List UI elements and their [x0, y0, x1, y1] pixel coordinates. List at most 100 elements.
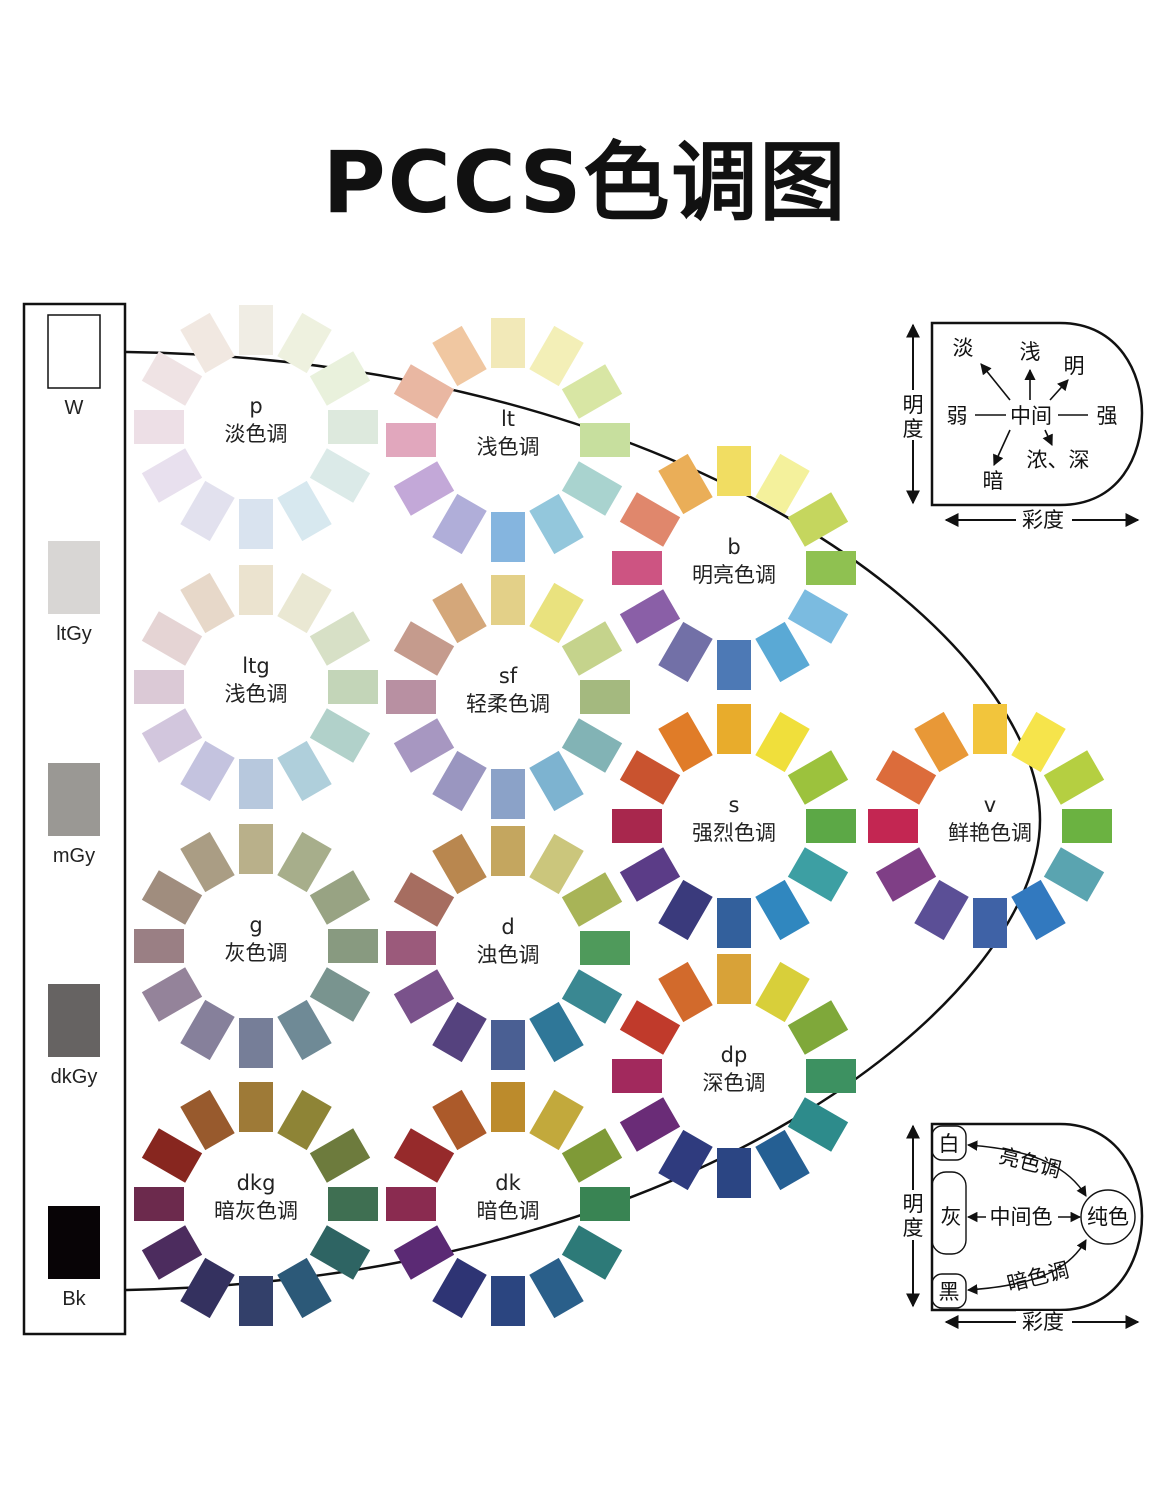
tone-code-label: dkg	[237, 1171, 276, 1195]
tone-swatch	[1043, 750, 1105, 805]
tone-swatch	[180, 831, 235, 893]
tone-swatch	[561, 1128, 623, 1183]
tone-swatch	[180, 740, 235, 802]
inset-top-axis-v-char1: 明	[903, 393, 924, 417]
tone-code-label: v	[984, 793, 996, 817]
tone-swatch	[529, 582, 584, 644]
tone-swatch	[328, 1187, 378, 1221]
tone-swatch	[787, 750, 849, 805]
inset-word-bright: 明	[1064, 354, 1085, 378]
tone-swatch	[868, 809, 918, 843]
tone-swatch	[973, 704, 1007, 754]
tone-swatch	[529, 493, 584, 555]
tone-swatch	[580, 423, 630, 457]
tone-swatch	[658, 711, 713, 773]
tone-swatch	[755, 711, 810, 773]
tone-swatch	[529, 325, 584, 387]
inset-bottom-axis-v-char2: 度	[903, 1216, 924, 1240]
tone-swatch	[180, 312, 235, 374]
tone-swatch	[612, 809, 662, 843]
tone-wheel-g: g 灰色调	[134, 824, 378, 1068]
tone-code-label: lt	[501, 407, 515, 431]
inset-word-pale: 淡	[953, 336, 974, 360]
tone-swatch	[973, 898, 1007, 948]
gray-swatch-label: dkGy	[51, 1066, 98, 1088]
inset-top-axis-h: 彩度	[1022, 508, 1064, 532]
tone-wheel-ltg: ltg 浅色调	[134, 565, 378, 809]
inset-word-middle: 中间	[1010, 404, 1052, 428]
gray-swatch-label: W	[65, 397, 84, 419]
tone-swatch	[239, 1276, 273, 1326]
tone-swatch	[432, 493, 487, 555]
tone-swatch	[277, 740, 332, 802]
gray-swatch-label: ltGy	[56, 623, 92, 645]
tone-swatch	[393, 969, 455, 1024]
tone-swatch	[561, 872, 623, 927]
inset-word-weak: 弱	[947, 404, 968, 428]
tone-swatch	[755, 453, 810, 515]
tone-code-label: ltg	[242, 654, 269, 678]
tone-swatch	[806, 809, 856, 843]
inset-word-dark: 暗	[983, 469, 1004, 493]
tone-swatch	[180, 1257, 235, 1319]
tone-swatch	[806, 551, 856, 585]
tone-wheel-v: v 鲜艳色调	[868, 704, 1112, 948]
tone-swatch	[277, 480, 332, 542]
tone-swatch	[141, 1225, 203, 1280]
gray-swatch-mgy	[48, 763, 100, 836]
tone-swatch	[612, 551, 662, 585]
tone-swatch	[239, 824, 273, 874]
tone-swatch	[580, 680, 630, 714]
tone-swatch	[1011, 711, 1066, 773]
tone-swatch	[755, 621, 810, 683]
tone-swatch	[717, 704, 751, 754]
tone-swatch	[491, 1082, 525, 1132]
tone-swatch	[658, 453, 713, 515]
tone-swatch	[755, 1129, 810, 1191]
tone-swatch	[134, 410, 184, 444]
tone-swatch	[180, 480, 235, 542]
tone-swatch	[386, 931, 436, 965]
gray-swatch-label: Bk	[62, 1288, 86, 1310]
tone-name-label: 浅色调	[225, 682, 288, 706]
inset-word-black: 黑	[939, 1280, 960, 1304]
tone-swatch	[393, 364, 455, 419]
tone-swatch	[432, 325, 487, 387]
tone-swatch	[393, 1128, 455, 1183]
tone-name-label: 淡色调	[225, 422, 288, 446]
tone-swatch	[529, 833, 584, 895]
tone-swatch	[134, 1187, 184, 1221]
tone-code-label: sf	[499, 664, 518, 688]
tone-swatch	[755, 961, 810, 1023]
tone-name-label: 暗灰色调	[214, 1199, 298, 1223]
tone-wheel-dk: dk 暗色调	[386, 1082, 630, 1326]
tone-swatch	[277, 312, 332, 374]
tone-swatch	[529, 1257, 584, 1319]
tone-swatch	[1062, 809, 1112, 843]
inset-tone-terms: 明 度 彩度 淡 浅 明 弱 中间 强 暗 浓、深	[898, 321, 1144, 533]
tone-swatch	[239, 565, 273, 615]
tone-swatch	[309, 708, 371, 763]
inset-tone-structure: 明 度 彩度 白 灰 黑 纯色 亮色调 中间色 暗色调	[898, 1122, 1144, 1335]
tone-swatch	[875, 750, 937, 805]
tone-swatch	[328, 670, 378, 704]
tone-swatch	[393, 621, 455, 676]
tone-swatch	[393, 1225, 455, 1280]
tone-wheel-dp: dp 深色调	[612, 954, 856, 1198]
tone-swatch	[277, 1257, 332, 1319]
tone-swatch	[787, 847, 849, 902]
tone-swatch	[432, 1001, 487, 1063]
tone-swatch	[277, 572, 332, 634]
tone-code-label: dk	[495, 1171, 521, 1195]
inset-word-light: 浅	[1020, 340, 1041, 364]
tone-swatch	[432, 1089, 487, 1151]
tone-swatch	[141, 448, 203, 503]
tone-swatch	[134, 929, 184, 963]
tone-swatch	[309, 448, 371, 503]
tone-swatch	[432, 582, 487, 644]
tone-swatch	[309, 351, 371, 406]
tone-swatch	[580, 1187, 630, 1221]
tone-swatch	[239, 759, 273, 809]
